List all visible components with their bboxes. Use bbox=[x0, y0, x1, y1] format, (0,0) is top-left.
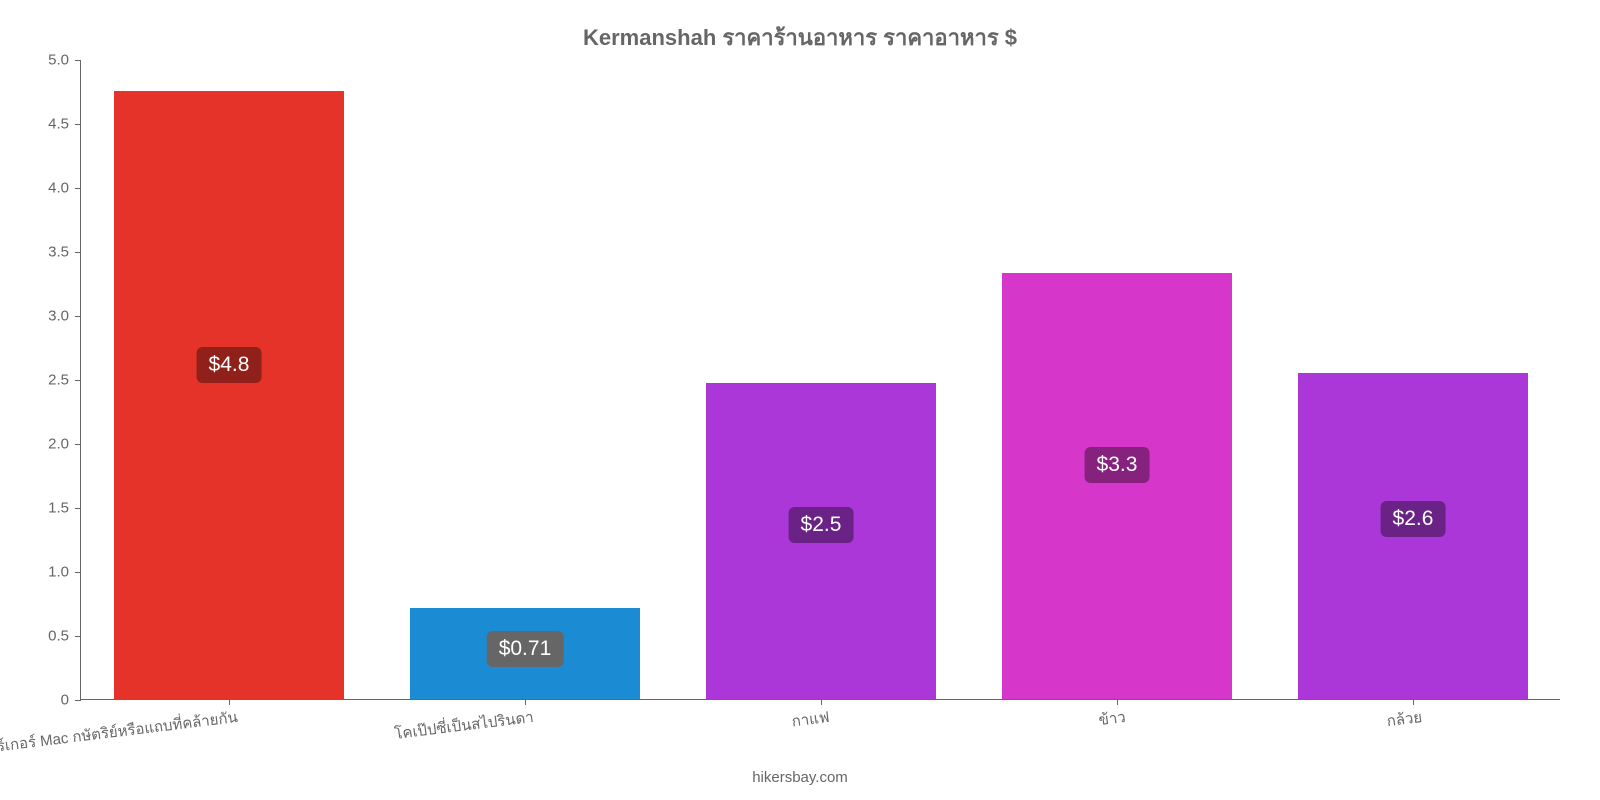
x-tick-label: กล้วย bbox=[1385, 705, 1423, 733]
x-tick-label: กาแฟ bbox=[790, 705, 830, 733]
x-tick-mark bbox=[821, 699, 822, 705]
x-tick-mark bbox=[1413, 699, 1414, 705]
y-tick-label: 3.5 bbox=[48, 244, 69, 261]
bar: $2.6 bbox=[1298, 373, 1529, 699]
chart-title: Kermanshah ราคาร้านอาหาร ราคาอาหาร $ bbox=[0, 20, 1600, 55]
bar: $2.5 bbox=[706, 383, 937, 699]
y-tick-label: 2.0 bbox=[48, 436, 69, 453]
y-tick-label: 0.5 bbox=[48, 628, 69, 645]
bar: $0.71 bbox=[410, 608, 641, 699]
x-tick-label: โคเป๊ปซี่เป็นสไปรินดา bbox=[393, 705, 535, 746]
plot-inner: 00.51.01.52.02.53.03.54.04.55.0 $4.8$0.7… bbox=[80, 60, 1560, 700]
bars-layer: $4.8 $0.71 $2.5 $3.3 $2.6 bbox=[81, 60, 1560, 699]
x-tick-label: ข้าว bbox=[1097, 705, 1127, 732]
source-label: hikersbay.com bbox=[752, 769, 848, 786]
y-tick-label: 0 bbox=[61, 692, 69, 709]
bar-value-label: $2.6 bbox=[1381, 501, 1446, 537]
plot-region: 00.51.01.52.02.53.03.54.04.55.0 $4.8$0.7… bbox=[80, 60, 1560, 700]
x-tick-mark bbox=[525, 699, 526, 705]
x-tick-label: เบอร์เกอร์ Mac กษัตริย์หรือแถบที่คล้ายกั… bbox=[0, 705, 239, 761]
y-tick-label: 2.5 bbox=[48, 372, 69, 389]
y-tick-label: 4.0 bbox=[48, 180, 69, 197]
bar: $4.8 bbox=[114, 91, 345, 699]
y-tick-label: 3.0 bbox=[48, 308, 69, 325]
y-tick-label: 5.0 bbox=[48, 52, 69, 69]
x-tick-mark bbox=[229, 699, 230, 705]
y-tick-label: 1.5 bbox=[48, 500, 69, 517]
x-tick-mark bbox=[1117, 699, 1118, 705]
bar-value-label: $3.3 bbox=[1085, 447, 1150, 483]
bar-value-label: $4.8 bbox=[197, 347, 262, 383]
y-tick-label: 4.5 bbox=[48, 116, 69, 133]
bar-value-label: $0.71 bbox=[487, 631, 564, 667]
bar: $3.3 bbox=[1002, 273, 1233, 699]
chart-container: Kermanshah ราคาร้านอาหาร ราคาอาหาร $ 00.… bbox=[0, 0, 1600, 800]
y-tick-mark bbox=[75, 700, 81, 701]
bar-value-label: $2.5 bbox=[789, 507, 854, 543]
y-tick-label: 1.0 bbox=[48, 564, 69, 581]
